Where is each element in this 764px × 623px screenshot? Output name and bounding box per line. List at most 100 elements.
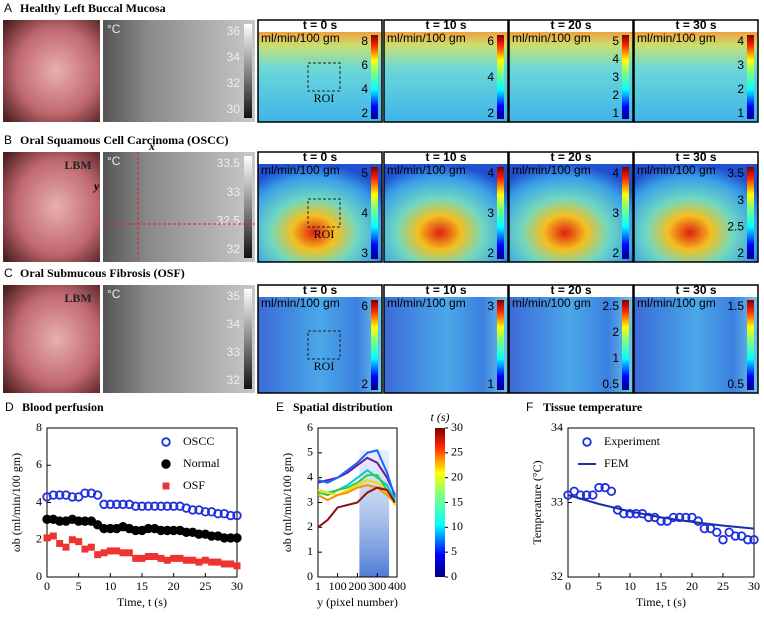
thermal-tick-label: 32 xyxy=(227,373,241,387)
chart-title: Tissue temperature xyxy=(543,400,643,414)
thermal-tick-label: 33 xyxy=(227,345,241,359)
map-unit: ml/min/100 gm xyxy=(261,163,340,177)
map-frame xyxy=(383,19,509,123)
map-tick-label: 2 xyxy=(361,106,368,120)
point xyxy=(130,501,141,511)
point xyxy=(144,553,152,561)
y-tick-label: 32 xyxy=(551,569,563,583)
map-tick-label: 3 xyxy=(487,299,494,313)
point xyxy=(149,501,160,511)
point xyxy=(68,536,76,544)
point xyxy=(227,560,235,568)
panel-title: Oral Squamous Cell Carcinoma (OSCC) xyxy=(20,133,228,147)
point xyxy=(62,543,70,551)
series-line xyxy=(317,468,396,501)
point xyxy=(125,549,133,557)
y-tick-label: 6 xyxy=(307,420,313,434)
series-line xyxy=(317,456,396,496)
map-tick-label: 3.5 xyxy=(727,166,744,180)
thermal-colorbar xyxy=(244,24,252,118)
colorbar-tick-label: 20 xyxy=(451,469,463,483)
thermal-image xyxy=(103,152,255,262)
point xyxy=(67,492,78,502)
map-tick-label: 5 xyxy=(612,34,619,48)
map-header xyxy=(509,285,633,297)
point xyxy=(80,488,90,498)
thermal-tick-label: 32 xyxy=(227,242,241,256)
map-tick-label: 2.5 xyxy=(727,220,744,234)
heat-map xyxy=(384,164,508,262)
thermal-tick-label: 33 xyxy=(227,185,241,199)
axis-label: x xyxy=(148,139,155,153)
heat-map xyxy=(634,297,758,393)
y-tick-label: 33 xyxy=(551,494,563,508)
colorbar-tick-label: 0 xyxy=(451,569,457,583)
map-tick-label: 1 xyxy=(612,351,619,365)
legend-label: Normal xyxy=(183,456,220,470)
map-header xyxy=(509,152,633,164)
point xyxy=(92,490,103,500)
map-tick-label: 3 xyxy=(737,193,744,207)
axis-label: y xyxy=(92,179,100,193)
legend-label: OSF xyxy=(183,478,205,492)
x-tick-label: 25 xyxy=(199,579,211,593)
y-tick-label: 0 xyxy=(307,569,313,583)
map-tick-label: 3 xyxy=(361,246,368,260)
map-header xyxy=(384,285,508,297)
thermal-colorbar xyxy=(244,289,252,389)
map-tick-label: 1 xyxy=(612,106,619,120)
map-time: t = 30 s xyxy=(675,150,716,164)
y-tick-label: 3 xyxy=(307,494,313,508)
x-tick-label: 30 xyxy=(748,579,760,593)
point xyxy=(143,501,154,511)
map-colorbar xyxy=(747,167,754,259)
map-unit: ml/min/100 gm xyxy=(637,163,716,177)
point xyxy=(625,508,635,519)
panel-title: Oral Submucous Fibrosis (OSF) xyxy=(20,266,185,280)
map-header xyxy=(634,152,758,164)
map-colorbar xyxy=(622,35,629,119)
point xyxy=(163,556,171,564)
point xyxy=(220,560,228,568)
point xyxy=(54,490,65,500)
heat-map xyxy=(509,32,633,122)
map-header xyxy=(258,152,382,164)
map-tick-label: 3 xyxy=(612,70,619,84)
map-tick-label: 1.5 xyxy=(727,299,744,313)
point xyxy=(232,510,242,521)
map-tick-label: 2 xyxy=(361,377,368,391)
map-tick-label: 4 xyxy=(361,82,368,96)
y-tick-label: 4 xyxy=(307,469,313,483)
y-tick-label: 2 xyxy=(307,519,313,533)
map-frame xyxy=(633,151,759,263)
map-tick-label: 0.5 xyxy=(727,377,744,391)
map-time: t = 0 s xyxy=(303,18,338,32)
chart-title: Blood perfusion xyxy=(22,400,104,414)
x-tick-label: 20 xyxy=(686,579,698,593)
heat-map xyxy=(384,297,508,393)
point xyxy=(232,533,242,543)
map-colorbar xyxy=(497,35,504,119)
point xyxy=(225,510,236,521)
y-tick-label: 1 xyxy=(307,544,313,558)
legend-swatch xyxy=(162,482,170,490)
map-time: t = 20 s xyxy=(550,18,591,32)
map-frame xyxy=(633,284,759,394)
map-tick-label: 8 xyxy=(361,34,368,48)
map-header xyxy=(509,20,633,32)
point xyxy=(594,482,604,493)
point xyxy=(49,532,57,540)
heat-map xyxy=(258,32,382,122)
map-unit: ml/min/100 gm xyxy=(261,296,340,310)
thermal-tick-label: 36 xyxy=(227,24,241,38)
map-colorbar xyxy=(371,167,378,259)
thermal-image xyxy=(103,285,255,393)
map-colorbar xyxy=(622,300,629,390)
point xyxy=(187,505,198,515)
panel-letter: C xyxy=(4,266,13,280)
map-tick-label: 4 xyxy=(737,34,744,48)
y-tick-label: 5 xyxy=(307,445,313,459)
point xyxy=(213,508,223,519)
panel-title: Healthy Left Buccal Mucosa xyxy=(20,1,166,15)
x-axis-label: Time, t (s) xyxy=(117,595,167,609)
